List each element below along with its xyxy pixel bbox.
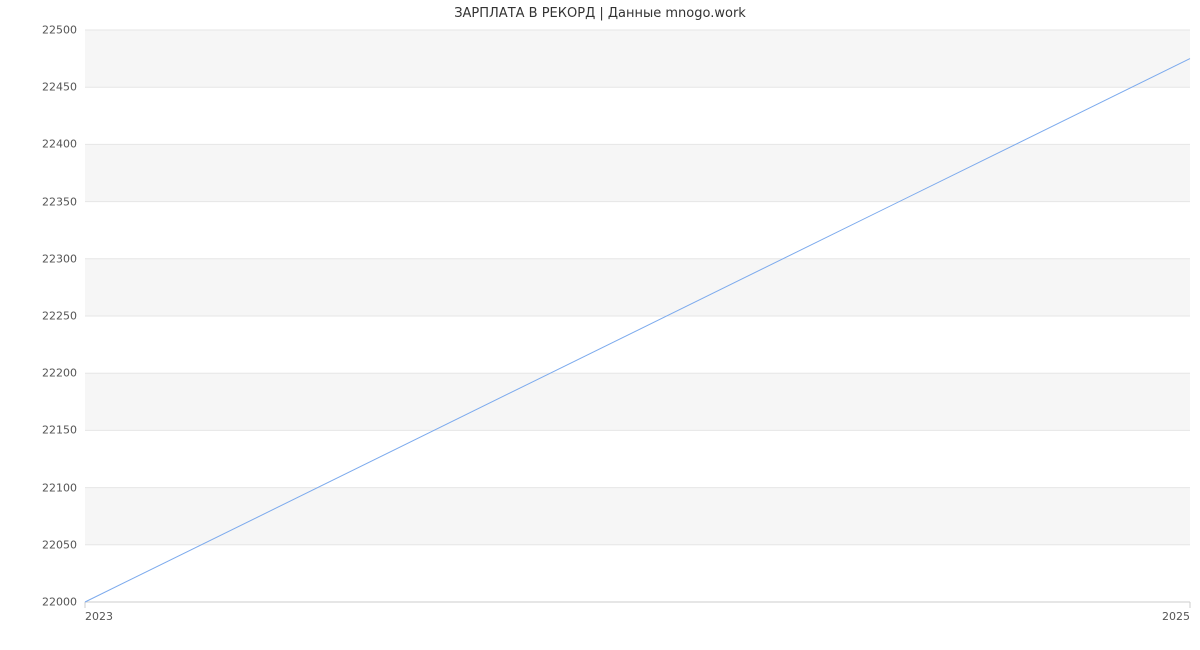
y-tick-label: 22250 [42,310,77,323]
chart-svg [85,30,1190,610]
plot-area [85,30,1190,602]
y-tick-label: 22200 [42,367,77,380]
y-tick-label: 22500 [42,24,77,37]
y-tick-label: 22350 [42,195,77,208]
x-axis: 2023 2025 [85,610,1190,630]
y-axis: 2200022050221002215022200222502230022350… [0,30,77,602]
y-tick-label: 22400 [42,138,77,151]
salary-chart: ЗАРПЛАТА В РЕКОРД | Данные mnogo.work 22… [0,0,1200,650]
x-tick-label: 2023 [85,610,113,623]
y-tick-label: 22450 [42,81,77,94]
y-tick-label: 22000 [42,596,77,609]
y-tick-label: 22150 [42,424,77,437]
y-tick-label: 22050 [42,538,77,551]
chart-title: ЗАРПЛАТА В РЕКОРД | Данные mnogo.work [0,6,1200,21]
x-tick-label: 2025 [1162,610,1190,623]
y-tick-label: 22300 [42,252,77,265]
y-tick-label: 22100 [42,481,77,494]
